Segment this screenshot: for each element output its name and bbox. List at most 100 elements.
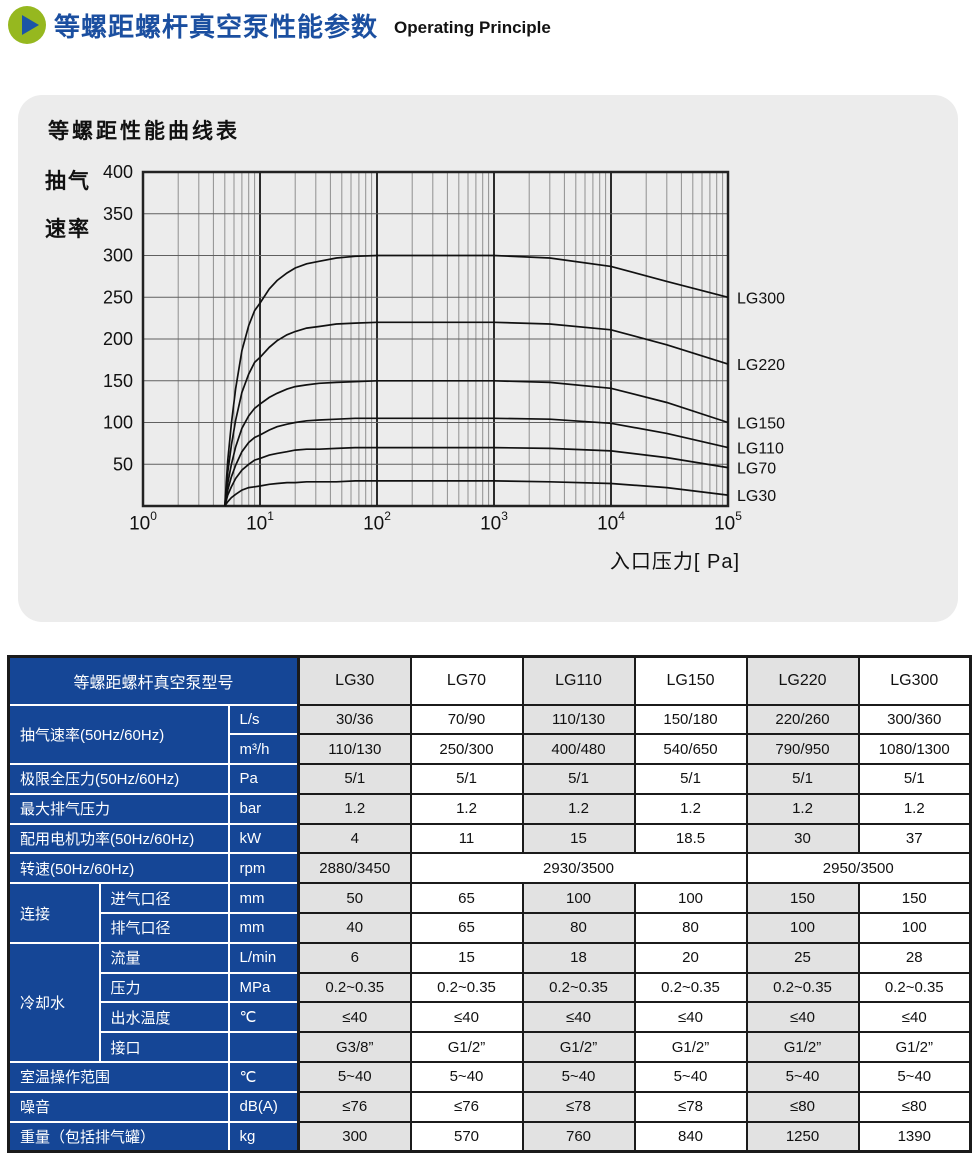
- spec-value-cell: 20: [633, 941, 748, 974]
- spec-value-cell: 1.2: [409, 792, 524, 825]
- spec-unit-cell: kg: [227, 1120, 300, 1153]
- spec-value-cell: 50: [297, 882, 412, 915]
- y-axis-label-line-1: 抽气: [45, 170, 91, 193]
- spec-value-cell: 220/260: [745, 703, 860, 736]
- spec-value-cell: 5/1: [857, 763, 972, 795]
- y-tick-label: 250: [103, 287, 133, 307]
- table-row: 冷却水 流量 L/min 6 15 18 20 25 28: [7, 941, 972, 1064]
- spec-value-cell: 5/1: [633, 763, 748, 795]
- performance-curve-chart: LG300 LG220 LG150 LG110 LG70 LG30 50 100 150 200 2…: [103, 162, 785, 508]
- table-row: 配用电机功率(50Hz/60Hz) kW 4 11 15 18.5 30 37: [7, 822, 972, 855]
- spec-table: 等螺距螺杆真空泵型号 LG30 LG70 LG110 LG150 LG220 LG300 抽气…: [7, 655, 972, 1153]
- table-row: 排气口径 mm 40 65 80 80 100 100: [9, 912, 972, 944]
- spec-unit-cell: m³/h: [227, 733, 300, 766]
- page-subtitle: Operating Principle: [394, 18, 551, 37]
- spec-value-cell: 250/300: [409, 733, 524, 766]
- spec-value-cell: 0.2~0.35: [409, 971, 524, 1004]
- spec-value-cell: 110/130: [297, 733, 412, 766]
- spec-value-cell: 80: [521, 912, 636, 944]
- spec-value-cell: 65: [409, 882, 524, 915]
- spec-value-cell: 100: [857, 912, 972, 944]
- table-row: 室温操作范围 ℃ 5~40 5~40 5~40 5~40 5~40 5~40: [7, 1061, 972, 1093]
- model-header-cell: LG150: [633, 655, 748, 706]
- spec-value-cell: 1.2: [857, 792, 972, 825]
- spec-value-cell: 570: [409, 1120, 524, 1153]
- spec-value-cell: 300/360: [857, 703, 972, 736]
- chart-title: 等螺距性能曲线表: [48, 120, 240, 143]
- spec-sublabel-cell: 流量: [98, 941, 230, 974]
- spec-unit-cell: ℃: [227, 1001, 300, 1034]
- table-row: 极限全压力(50Hz/60Hz) Pa 5/1 5/1 5/1 5/1 5/1 5/1: [7, 763, 972, 795]
- curve-label-LG220: LG220: [737, 357, 785, 374]
- spec-value-cell: 5~40: [857, 1061, 972, 1093]
- model-header-cell: LG220: [745, 655, 860, 706]
- spec-label-cell: 重量（包括排气罐）: [7, 1120, 230, 1153]
- curve-label-LG30: LG30: [737, 488, 776, 505]
- spec-value-cell: 100: [633, 882, 748, 915]
- curve-LG220: [223, 321, 729, 507]
- curve-label-LG150: LG150: [737, 416, 785, 433]
- spec-value-cell: 4: [297, 822, 412, 855]
- table-row: 最大排气压力 bar 1.2 1.2 1.2 1.2 1.2 1.2: [7, 792, 972, 825]
- table-header-row: 等螺距螺杆真空泵型号 LG30 LG70 LG110 LG150 LG220 LG300: [7, 655, 972, 706]
- spec-value-cell: 5~40: [521, 1061, 636, 1093]
- chart-x-axis-label: 入口压力[ Pa]: [609, 551, 741, 573]
- spec-value-cell: 15: [521, 822, 636, 855]
- spec-value-cell: 150/180: [633, 703, 748, 736]
- y-tick-label: 50: [113, 454, 133, 474]
- spec-value-cell: 100: [745, 912, 860, 944]
- spec-value-cell: 150: [745, 882, 860, 915]
- spec-value-cell: ≤76: [297, 1090, 412, 1123]
- curve-LG30: [224, 480, 729, 507]
- table-row: 接口 G3/8” G1/2” G1/2” G1/2” G1/2” G1/2”: [9, 1031, 972, 1064]
- spec-value-cell: 1.2: [633, 792, 748, 825]
- spec-value-cell: ≤78: [521, 1090, 636, 1123]
- spec-value-cell: 0.2~0.35: [521, 971, 636, 1004]
- spec-value-cell: 0.2~0.35: [633, 971, 748, 1004]
- spec-unit-cell: MPa: [227, 971, 300, 1004]
- spec-group-label-cell: 冷却水: [7, 941, 101, 1064]
- y-tick-label: 200: [103, 329, 133, 349]
- table-row: m³/h 110/130 250/300 400/480 540/650 790/950 1…: [9, 733, 972, 766]
- spec-value-cell: ≤40: [745, 1001, 860, 1034]
- spec-value-cell: ≤80: [857, 1090, 972, 1123]
- table-row: 抽气速率(50Hz/60Hz) L/s 30/36 70/90 110/130 150/1…: [7, 703, 972, 766]
- spec-value-cell: 5~40: [297, 1061, 412, 1093]
- table-row: 压力 MPa 0.2~0.35 0.2~0.35 0.2~0.35 0.2~0.35 0.2…: [9, 971, 972, 1004]
- spec-label-cell: 室温操作范围: [7, 1061, 230, 1093]
- spec-value-cell: 25: [745, 941, 860, 974]
- y-tick-label: 150: [103, 371, 133, 391]
- spec-label-cell: 噪音: [7, 1090, 230, 1123]
- spec-unit-cell: mm: [227, 882, 300, 915]
- spec-value-cell: 1.2: [297, 792, 412, 825]
- spec-unit-cell: [227, 1031, 300, 1064]
- y-tick-label: 100: [103, 413, 133, 433]
- table-row: 噪音 dB(A) ≤76 ≤76 ≤78 ≤78 ≤80 ≤80: [7, 1090, 972, 1123]
- spec-value-cell: ≤40: [297, 1001, 412, 1034]
- curve-label-LG70: LG70: [737, 461, 776, 478]
- spec-value-cell: 0.2~0.35: [745, 971, 860, 1004]
- curve-LG70: [223, 446, 729, 507]
- spec-value-cell: G1/2”: [409, 1031, 524, 1064]
- spec-unit-cell: dB(A): [227, 1090, 300, 1123]
- y-tick-label: 400: [103, 162, 133, 182]
- spec-value-cell: 5~40: [633, 1061, 748, 1093]
- curve-label-LG110: LG110: [737, 441, 784, 458]
- spec-value-cell: 15: [409, 941, 524, 974]
- spec-value-cell: ≤76: [409, 1090, 524, 1123]
- model-header-cell: LG300: [857, 655, 972, 706]
- spec-value-cell: 0.2~0.35: [297, 971, 412, 1004]
- y-tick-label: 300: [103, 246, 133, 266]
- spec-value-cell: ≤40: [857, 1001, 972, 1034]
- spec-value-cell: 0.2~0.35: [857, 971, 972, 1004]
- spec-sublabel-cell: 进气口径: [98, 882, 230, 915]
- page-title: 等螺距螺杆真空泵性能参数: [54, 11, 379, 42]
- spec-value-cell: 760: [521, 1120, 636, 1153]
- spec-unit-cell: bar: [227, 792, 300, 825]
- spec-unit-cell: L/s: [227, 703, 300, 736]
- spec-group-label-cell: 连接: [7, 882, 101, 944]
- spec-label-cell: 配用电机功率(50Hz/60Hz): [7, 822, 230, 855]
- spec-value-cell: ≤78: [633, 1090, 748, 1123]
- spec-value-cell: 28: [857, 941, 972, 974]
- spec-value-cell: 150: [857, 882, 972, 915]
